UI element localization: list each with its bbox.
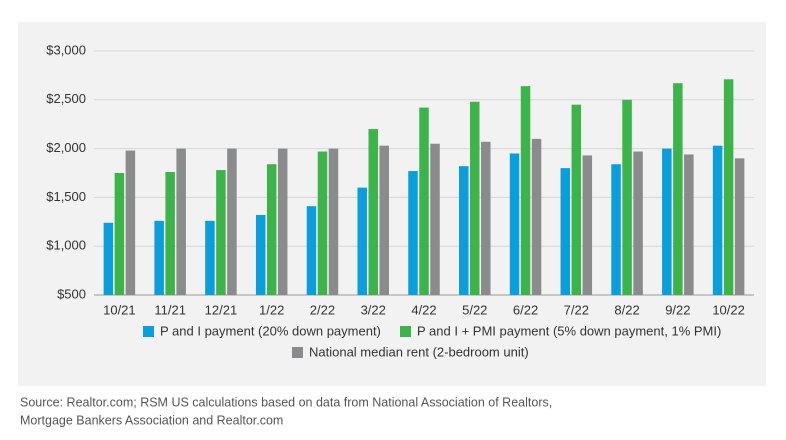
x-tick-label: 6/22 [513, 302, 538, 317]
legend-swatch [292, 347, 303, 358]
bar [560, 168, 571, 295]
bar [408, 171, 418, 295]
x-tick-label: 9/22 [665, 302, 690, 317]
bar [531, 138, 542, 295]
bar [662, 148, 672, 295]
bar [520, 86, 531, 295]
bar [481, 141, 491, 295]
x-tick-label: 8/22 [614, 302, 639, 317]
bar [205, 220, 215, 295]
bar [379, 145, 389, 295]
source-line: Source: Realtor.com; RSM US calculations… [20, 395, 552, 409]
y-tick-label: $3,000 [46, 42, 86, 57]
bar [633, 151, 643, 295]
bar [176, 148, 186, 295]
source-line: Mortgage Bankers Association and Realtor… [20, 413, 283, 427]
bar [368, 129, 378, 295]
bar [509, 153, 520, 295]
bar [227, 148, 237, 295]
x-tick-label: 10/21 [103, 302, 136, 317]
x-tick-label: 3/22 [361, 302, 386, 317]
y-tick-label: $1,500 [46, 189, 86, 204]
bar [673, 83, 683, 295]
x-tick-label: 5/22 [462, 302, 487, 317]
legend-label: P and I + PMI payment (5% down payment, … [417, 323, 721, 338]
bar [328, 148, 339, 295]
bar [216, 170, 226, 295]
bar [154, 220, 164, 295]
bar [430, 143, 440, 295]
y-tick-label: $2,000 [46, 140, 86, 155]
bar [459, 166, 469, 295]
x-tick-label: 4/22 [411, 302, 436, 317]
x-tick-label: 12/21 [205, 302, 238, 317]
bar [684, 154, 694, 295]
bar [277, 148, 288, 295]
bar [255, 214, 266, 295]
bar [357, 187, 367, 295]
bar [734, 158, 745, 295]
legend-label: National median rent (2-bedroom unit) [309, 344, 529, 359]
bar [582, 155, 593, 295]
x-tick-label: 7/22 [564, 302, 589, 317]
bar [723, 79, 734, 295]
legend-label: P and I payment (20% down payment) [160, 323, 381, 338]
bar [103, 222, 114, 295]
bar [571, 104, 582, 296]
legend-swatch [400, 326, 411, 337]
bar [266, 164, 277, 295]
legend-swatch [143, 326, 154, 337]
x-tick-label: 11/21 [154, 302, 186, 317]
bar [114, 173, 125, 295]
bar [306, 206, 317, 295]
bar [470, 101, 480, 295]
bar [712, 145, 723, 295]
bar [165, 172, 175, 295]
x-tick-label: 1/22 [259, 302, 284, 317]
bar [419, 107, 429, 295]
bar [125, 150, 136, 295]
y-tick-label: $1,000 [46, 238, 86, 253]
bar [622, 99, 632, 295]
bar [611, 164, 621, 295]
x-tick-label: 10/22 [712, 302, 745, 317]
x-tick-label: 2/22 [310, 302, 335, 317]
bar [317, 151, 328, 295]
y-tick-label: $500 [57, 286, 86, 301]
y-tick-label: $2,500 [46, 91, 86, 106]
